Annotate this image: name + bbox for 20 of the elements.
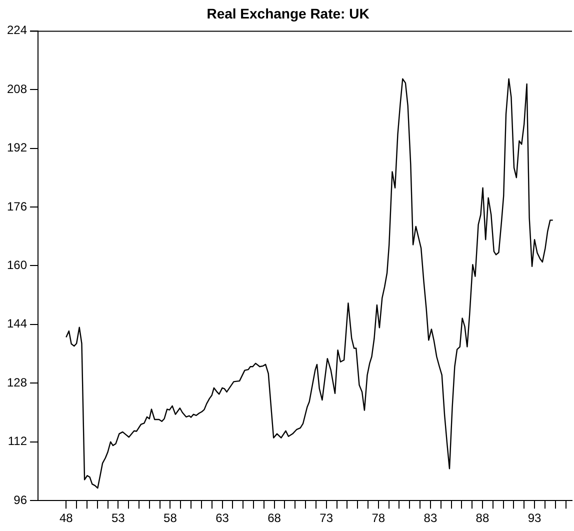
y-tick-label: 176 (6, 199, 28, 214)
chart-title: Real Exchange Rate: UK (206, 5, 370, 22)
y-tick-label: 144 (6, 316, 28, 331)
y-tick-label: 208 (6, 82, 28, 96)
y-tick-label: 96 (14, 492, 28, 507)
y-tick-label: 160 (6, 258, 28, 272)
y-tick-label: 112 (8, 434, 28, 448)
x-tick-label: 58 (164, 511, 178, 526)
x-tick-label: 83 (424, 511, 438, 526)
x-tick-label: 53 (111, 511, 126, 526)
x-tick-label: 63 (216, 511, 230, 526)
x-tick-label: 48 (59, 511, 74, 526)
y-tick-label: 224 (6, 23, 28, 38)
x-tick-label: 68 (268, 511, 282, 526)
x-tick-label: 88 (476, 511, 490, 526)
y-tick-label: 192 (6, 140, 28, 155)
x-tick-label: 78 (372, 511, 386, 526)
x-tick-label: 93 (528, 511, 542, 526)
x-tick-label: 73 (320, 511, 334, 526)
y-tick-label: 128 (6, 375, 28, 390)
